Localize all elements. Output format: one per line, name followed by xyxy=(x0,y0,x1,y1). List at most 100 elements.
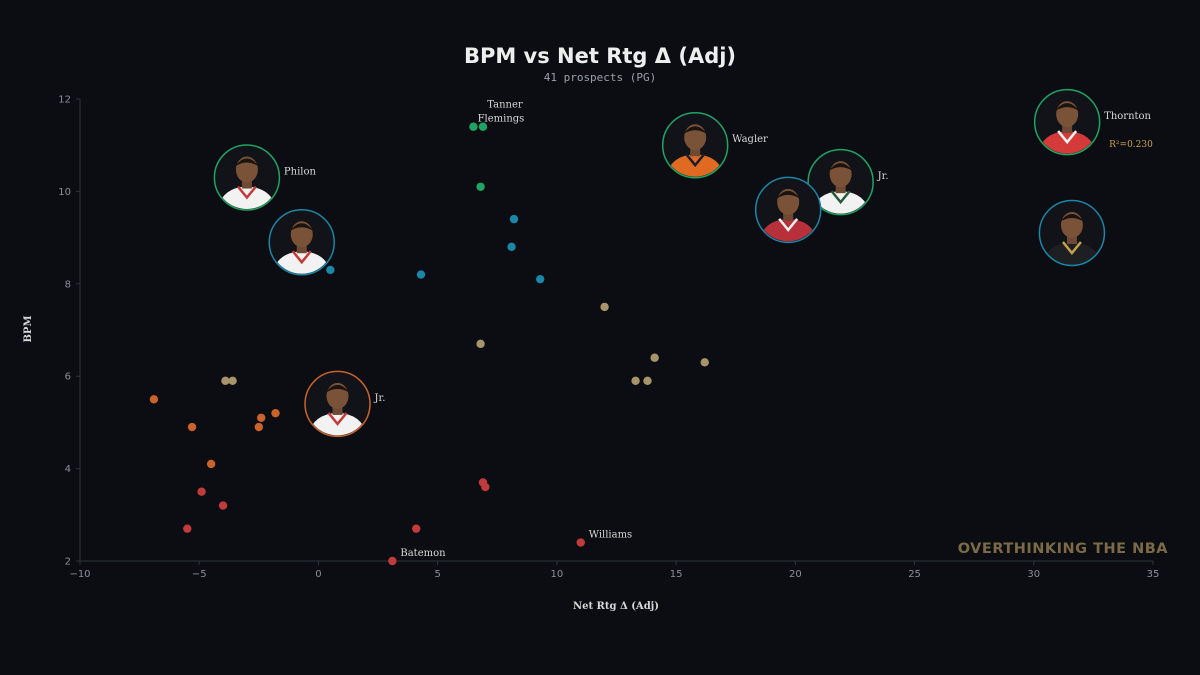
point-label: Thornton xyxy=(1104,111,1151,122)
y-axis-label: BPM xyxy=(23,315,34,342)
x-tick-label: 15 xyxy=(670,569,683,580)
neck-shape xyxy=(332,404,343,415)
avatar-ring xyxy=(754,176,822,244)
avatar-ring xyxy=(807,148,874,216)
data-point xyxy=(271,408,280,418)
neck-shape xyxy=(1062,123,1073,134)
x-tick-label: 10 xyxy=(551,569,564,580)
point-label-line: Tanner xyxy=(487,100,523,111)
data-point-avatar xyxy=(661,111,729,179)
x-tick-label: 20 xyxy=(789,569,802,580)
data-point xyxy=(221,376,230,386)
data-point-avatar xyxy=(1033,88,1101,156)
data-point xyxy=(507,242,516,252)
data-point xyxy=(254,422,264,432)
data-point xyxy=(700,358,709,367)
jersey-collar xyxy=(1061,241,1082,255)
neck-shape xyxy=(835,183,846,194)
avatar-ring xyxy=(268,208,336,276)
data-point-avatar xyxy=(754,176,822,244)
point-label: Williams xyxy=(589,530,632,541)
hair-shape xyxy=(234,158,259,167)
point-label: Batemon xyxy=(400,548,446,559)
x-tick-label: 25 xyxy=(908,569,921,580)
jersey-collar xyxy=(685,153,706,168)
y-tick-label: 12 xyxy=(58,95,71,106)
data-point xyxy=(197,487,206,496)
data-point xyxy=(650,353,659,362)
data-point xyxy=(643,376,652,386)
jersey-collar xyxy=(1057,130,1078,145)
neck-shape xyxy=(783,210,794,221)
hair-shape xyxy=(1055,103,1080,112)
data-point xyxy=(576,538,585,547)
data-point xyxy=(326,265,335,275)
hair-shape xyxy=(325,384,350,393)
data-point xyxy=(412,524,421,533)
data-point xyxy=(535,274,545,284)
x-axis-label: Net Rtg Δ (Adj) xyxy=(573,601,659,612)
avatar-ring xyxy=(304,370,371,438)
neck-shape xyxy=(296,243,307,254)
data-point xyxy=(481,482,490,492)
data-point xyxy=(218,501,228,510)
jersey-collar xyxy=(778,218,799,232)
hair-shape xyxy=(1059,213,1084,222)
y-tick-label: 2 xyxy=(65,557,71,568)
point-label: Tanner Flemings xyxy=(478,100,525,125)
data-point xyxy=(476,182,485,191)
x-tick-label: 5 xyxy=(434,569,440,580)
hair-shape xyxy=(828,163,853,172)
avatar-ring xyxy=(1038,199,1106,267)
watermark-text: OVERTHINKING THE NBA xyxy=(958,541,1169,557)
avatar-ring xyxy=(1033,88,1101,156)
x-tick-label: −5 xyxy=(192,569,207,580)
point-label: Philon xyxy=(284,167,317,178)
data-point xyxy=(600,302,609,312)
data-point xyxy=(631,376,640,386)
data-point xyxy=(149,395,159,404)
hair-shape xyxy=(289,223,314,232)
data-point-avatar xyxy=(1038,199,1106,267)
data-point xyxy=(388,556,397,566)
point-label-line: Flemings xyxy=(478,114,525,125)
data-point xyxy=(183,524,192,533)
x-tick-label: 30 xyxy=(1027,569,1040,580)
data-point-avatar xyxy=(807,148,874,216)
data-point xyxy=(478,122,488,131)
y-tick-label: 6 xyxy=(65,372,71,383)
data-point-avatar xyxy=(268,208,336,276)
data-point xyxy=(509,214,519,224)
point-label: Jr. xyxy=(374,393,386,404)
jersey-collar xyxy=(236,185,257,200)
data-point-avatar xyxy=(213,144,281,211)
chart-title: BPM vs Net Rtg Δ (Adj) xyxy=(464,44,736,68)
jersey-collar xyxy=(327,412,348,426)
x-tick-label: 0 xyxy=(315,569,321,580)
data-point xyxy=(476,339,485,349)
neck-shape xyxy=(690,146,701,157)
data-point xyxy=(257,413,266,422)
point-label: Jr. xyxy=(877,171,889,182)
data-point xyxy=(187,422,197,432)
y-tick-label: 4 xyxy=(65,464,71,475)
data-points xyxy=(149,88,1106,566)
data-point xyxy=(469,122,478,131)
avatar-ring xyxy=(661,111,729,179)
y-tick-label: 8 xyxy=(65,279,71,290)
hair-shape xyxy=(683,126,708,135)
point-label: Wagler xyxy=(732,134,768,145)
data-point xyxy=(228,376,237,386)
y-tick-label: 10 xyxy=(58,187,71,198)
avatar-ring xyxy=(213,144,281,211)
axes: −10 −5 0 5 10 15 20 25 30 35 2 4 6 8 10 12 xyxy=(58,95,1159,581)
jersey-collar xyxy=(291,250,312,265)
x-tick-label: 35 xyxy=(1147,569,1160,580)
chart-subtitle: 41 prospects (PG) xyxy=(544,71,657,84)
neck-shape xyxy=(1066,233,1077,244)
neck-shape xyxy=(241,178,252,189)
r-squared-annotation: R²=0.230 xyxy=(1109,140,1153,150)
hair-shape xyxy=(776,190,801,199)
data-point xyxy=(206,459,216,469)
